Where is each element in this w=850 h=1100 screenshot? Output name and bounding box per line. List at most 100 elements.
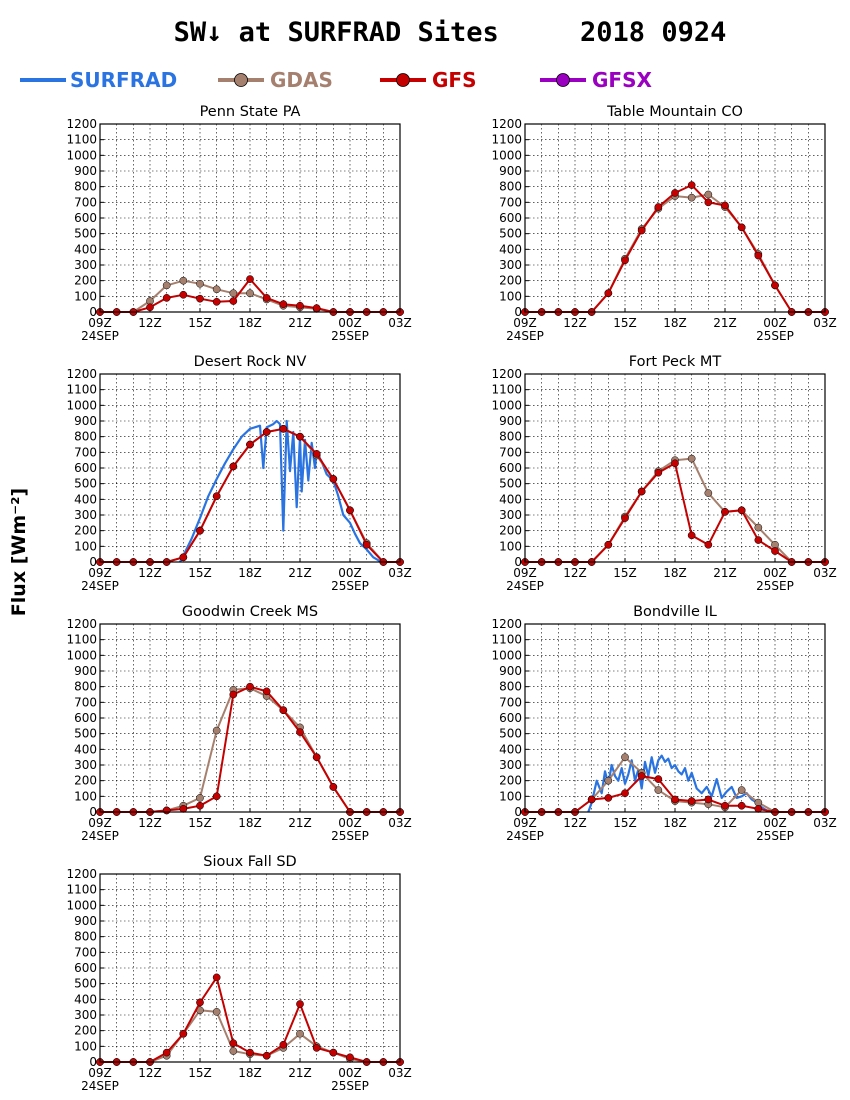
y-tick-label: 200 bbox=[74, 524, 97, 538]
x-tick-label: 12Z bbox=[563, 816, 587, 830]
series-gfs bbox=[521, 459, 829, 566]
legend-item-gfs: GFS bbox=[380, 68, 476, 92]
x-tick-label: 09Z bbox=[513, 816, 537, 830]
x-tick-label: 09Z bbox=[513, 566, 537, 580]
data-point bbox=[737, 786, 746, 794]
data-point bbox=[262, 1051, 271, 1060]
y-tick-label: 300 bbox=[499, 758, 522, 772]
y-tick-label: 1200 bbox=[491, 117, 522, 131]
y-tick-label: 800 bbox=[74, 180, 97, 194]
data-point bbox=[754, 523, 763, 532]
plot-frame bbox=[99, 873, 401, 1063]
data-point bbox=[196, 794, 204, 802]
y-tick-label: 0 bbox=[89, 555, 97, 569]
y-tick-label: 600 bbox=[74, 461, 97, 475]
data-point bbox=[621, 256, 629, 265]
date-label: 25SEP bbox=[756, 329, 794, 343]
data-point bbox=[312, 304, 321, 312]
date-label: 25SEP bbox=[331, 829, 369, 843]
y-tick-label: 100 bbox=[74, 789, 97, 803]
data-point bbox=[654, 786, 663, 794]
data-point bbox=[704, 795, 713, 804]
y-tick-label: 400 bbox=[74, 492, 97, 506]
data-point bbox=[312, 753, 321, 762]
y-tick-label: 800 bbox=[74, 930, 97, 944]
y-tick-label: 1100 bbox=[491, 133, 522, 147]
data-point bbox=[179, 805, 188, 813]
x-tick-label: 18Z bbox=[663, 316, 687, 330]
y-tick-label: 800 bbox=[499, 430, 522, 444]
data-point bbox=[346, 1053, 354, 1062]
data-point bbox=[246, 275, 254, 283]
y-tick-label: 1000 bbox=[66, 898, 97, 912]
data-point bbox=[246, 289, 254, 298]
date-label: 25SEP bbox=[756, 829, 794, 843]
data-point bbox=[196, 279, 204, 288]
data-point bbox=[279, 706, 288, 715]
series-surfrad bbox=[179, 419, 386, 564]
data-point bbox=[212, 726, 221, 735]
data-point bbox=[162, 806, 171, 815]
x-tick-label: 12Z bbox=[563, 566, 587, 580]
y-tick-label: 300 bbox=[74, 758, 97, 772]
data-point bbox=[637, 226, 646, 235]
data-point bbox=[587, 795, 596, 804]
date-label: 24SEP bbox=[506, 579, 544, 593]
x-tick-label: 03Z bbox=[388, 1066, 412, 1080]
data-point bbox=[179, 1029, 188, 1038]
y-tick-label: 300 bbox=[499, 258, 522, 272]
plot-frame bbox=[99, 373, 401, 563]
data-point bbox=[162, 294, 171, 302]
data-point bbox=[229, 289, 238, 298]
series-line bbox=[179, 419, 386, 564]
y-tick-label: 100 bbox=[74, 539, 97, 553]
x-tick-label: 09Z bbox=[513, 316, 537, 330]
data-point bbox=[654, 468, 663, 477]
x-tick-label: 00Z bbox=[338, 316, 362, 330]
x-tick-label: 03Z bbox=[388, 816, 412, 830]
data-point bbox=[671, 795, 679, 804]
y-tick-label: 700 bbox=[74, 195, 97, 209]
plot-frame bbox=[524, 373, 826, 563]
data-point bbox=[279, 1040, 288, 1049]
y-tick-label: 200 bbox=[499, 774, 522, 788]
data-point bbox=[212, 1008, 221, 1016]
data-point bbox=[687, 531, 696, 540]
x-tick-label: 15Z bbox=[188, 1066, 212, 1080]
y-tick-label: 100 bbox=[74, 289, 97, 303]
data-point bbox=[654, 203, 663, 211]
x-tick-label: 00Z bbox=[338, 816, 362, 830]
x-tick-label: 21Z bbox=[288, 816, 312, 830]
y-tick-label: 900 bbox=[499, 164, 522, 178]
x-tick-label: 03Z bbox=[813, 316, 837, 330]
y-tick-label: 1000 bbox=[491, 648, 522, 662]
y-tick-label: 900 bbox=[499, 414, 522, 428]
y-tick-label: 500 bbox=[74, 727, 97, 741]
x-tick-label: 21Z bbox=[713, 816, 737, 830]
y-tick-label: 1000 bbox=[66, 398, 97, 412]
date-label: 24SEP bbox=[506, 829, 544, 843]
y-tick-label: 700 bbox=[499, 195, 522, 209]
legend-marker bbox=[556, 73, 570, 87]
y-tick-label: 1200 bbox=[66, 117, 97, 131]
date-label: 25SEP bbox=[331, 579, 369, 593]
data-point bbox=[229, 462, 238, 471]
y-tick-label: 800 bbox=[74, 430, 97, 444]
y-tick-label: 1100 bbox=[66, 883, 97, 897]
data-point bbox=[146, 303, 154, 312]
data-point bbox=[246, 440, 254, 449]
y-tick-label: 300 bbox=[74, 258, 97, 272]
data-point bbox=[754, 805, 763, 813]
y-tick-label: 900 bbox=[74, 664, 97, 678]
date-label: 25SEP bbox=[756, 579, 794, 593]
data-point bbox=[162, 1048, 171, 1057]
plot-frame bbox=[99, 123, 401, 313]
data-point bbox=[179, 553, 188, 562]
data-point bbox=[687, 193, 696, 202]
x-tick-label: 00Z bbox=[763, 816, 787, 830]
y-tick-label: 100 bbox=[499, 789, 522, 803]
data-point bbox=[196, 998, 204, 1007]
